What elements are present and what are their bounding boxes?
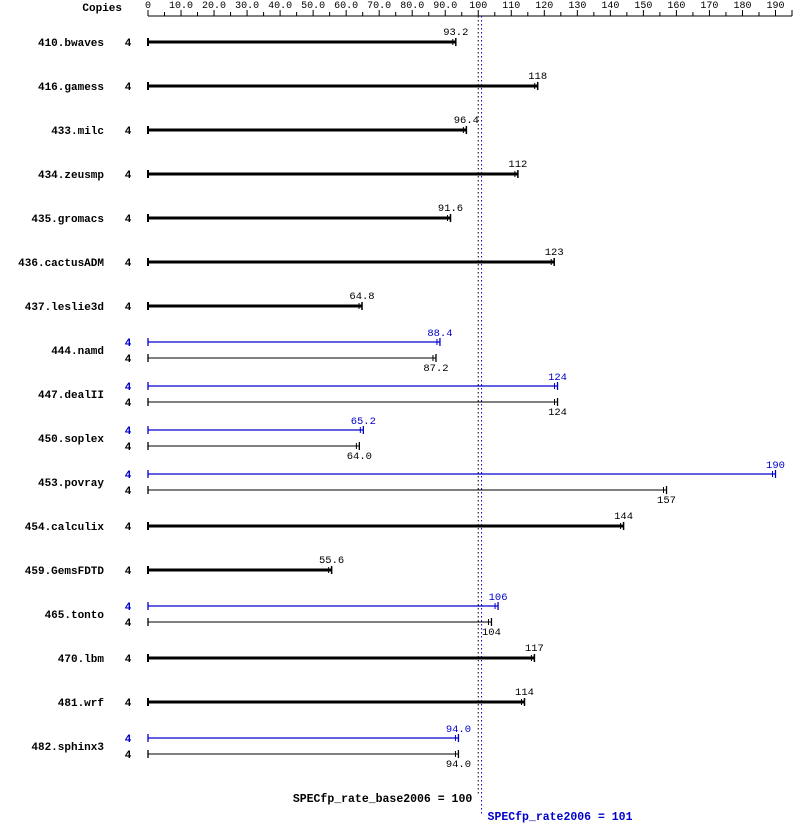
benchmark-label: 459.GemsFDTD <box>25 566 105 578</box>
x-tick-label: 100 <box>469 1 487 12</box>
x-tick-label: 0 <box>145 1 151 12</box>
x-tick-label: 110 <box>502 1 520 12</box>
benchmark-label: 481.wrf <box>58 698 105 710</box>
copies-value: 4 <box>125 170 132 182</box>
copies-value-base: 4 <box>125 750 132 762</box>
bar-value-base: 112 <box>508 159 527 171</box>
copies-value: 4 <box>125 522 132 534</box>
copies-value-peak: 4 <box>125 426 132 438</box>
copies-value: 4 <box>125 126 132 138</box>
bar-value-peak: 65.2 <box>351 416 376 428</box>
benchmark-label: 453.povray <box>38 478 104 490</box>
benchmark-label: 465.tonto <box>45 610 105 622</box>
bar-value-base: 123 <box>545 247 564 259</box>
x-tick-label: 10.0 <box>169 1 193 12</box>
benchmark-label: 410.bwaves <box>38 38 104 50</box>
chart-bg <box>0 0 799 831</box>
bar-value-peak: 88.4 <box>427 328 452 340</box>
ref-label-peak: SPECfp_rate2006 = 101 <box>488 811 633 824</box>
copies-value-peak: 4 <box>125 602 132 614</box>
bar-value-base: 96.4 <box>454 115 479 127</box>
x-tick-label: 120 <box>535 1 553 12</box>
bar-value-base: 91.6 <box>438 203 463 215</box>
x-tick-label: 90.0 <box>433 1 457 12</box>
copies-value-peak: 4 <box>125 734 132 746</box>
copies-value: 4 <box>125 214 132 226</box>
copies-value-base: 4 <box>125 354 132 366</box>
x-tick-label: 150 <box>634 1 652 12</box>
copies-value: 4 <box>125 302 132 314</box>
bar-value-peak: 124 <box>548 372 567 384</box>
benchmark-label: 447.dealII <box>38 390 104 402</box>
x-tick-label: 40.0 <box>268 1 292 12</box>
benchmark-label: 482.sphinx3 <box>31 742 104 754</box>
benchmark-label: 436.cactusADM <box>18 258 104 270</box>
copies-value: 4 <box>125 38 132 50</box>
bar-value-base: 93.2 <box>443 27 468 39</box>
bar-value-peak: 106 <box>489 592 508 604</box>
benchmark-label: 470.lbm <box>58 654 105 666</box>
x-tick-label: 140 <box>601 1 619 12</box>
chart-svg: 0 10.0 20.0 30.0 40.0 50.0 60.0 70.0 80.0 90.0 100… <box>0 0 799 831</box>
copies-value: 4 <box>125 82 132 94</box>
x-tick-label: 180 <box>733 1 751 12</box>
bar-value-peak: 190 <box>766 460 785 472</box>
benchmark-label: 450.soplex <box>38 434 104 446</box>
x-tick-label: 80.0 <box>400 1 424 12</box>
copies-value-base: 4 <box>125 442 132 454</box>
copies-value: 4 <box>125 654 132 666</box>
x-tick-label: 130 <box>568 1 586 12</box>
copies-value-peak: 4 <box>125 470 132 482</box>
benchmark-label: 433.milc <box>51 126 104 138</box>
bar-value-base: 64.0 <box>347 451 372 463</box>
benchmark-label: 434.zeusmp <box>38 170 104 182</box>
bar-value-base: 118 <box>528 71 547 83</box>
bar-value-base: 117 <box>525 643 544 655</box>
x-tick-label: 170 <box>700 1 718 12</box>
x-tick-label: 70.0 <box>367 1 391 12</box>
bar-value-base: 94.0 <box>446 759 471 771</box>
benchmark-label: 416.gamess <box>38 82 104 94</box>
bar-value-base: 87.2 <box>423 363 448 375</box>
copies-value-base: 4 <box>125 486 132 498</box>
bar-value-base: 157 <box>657 495 676 507</box>
copies-value-base: 4 <box>125 618 132 630</box>
bar-value-base: 104 <box>482 627 501 639</box>
copies-header: Copies <box>82 3 122 15</box>
copies-value-peak: 4 <box>125 382 132 394</box>
x-tick-label: 50.0 <box>301 1 325 12</box>
bar-value-base: 144 <box>614 511 633 523</box>
copies-value: 4 <box>125 258 132 270</box>
benchmark-label: 444.namd <box>51 346 104 358</box>
x-tick-label: 30.0 <box>235 1 259 12</box>
x-tick-label: 60.0 <box>334 1 358 12</box>
copies-value-base: 4 <box>125 398 132 410</box>
bar-value-peak: 94.0 <box>446 724 471 736</box>
x-tick-label: 20.0 <box>202 1 226 12</box>
copies-value: 4 <box>125 698 132 710</box>
spec-rate-chart: 0 10.0 20.0 30.0 40.0 50.0 60.0 70.0 80.0 90.0 100… <box>0 0 799 831</box>
bar-value-base: 114 <box>515 687 534 699</box>
benchmark-label: 437.leslie3d <box>25 302 104 314</box>
x-tick-label: 190 <box>766 1 784 12</box>
bar-value-base: 55.6 <box>319 555 344 567</box>
ref-label-base: SPECfp_rate_base2006 = 100 <box>293 793 473 806</box>
benchmark-label: 435.gromacs <box>31 214 104 226</box>
benchmark-label: 454.calculix <box>25 522 105 534</box>
bar-value-base: 64.8 <box>349 291 374 303</box>
copies-value: 4 <box>125 566 132 578</box>
copies-value-peak: 4 <box>125 338 132 350</box>
bar-value-base: 124 <box>548 407 567 419</box>
x-tick-label: 160 <box>667 1 685 12</box>
